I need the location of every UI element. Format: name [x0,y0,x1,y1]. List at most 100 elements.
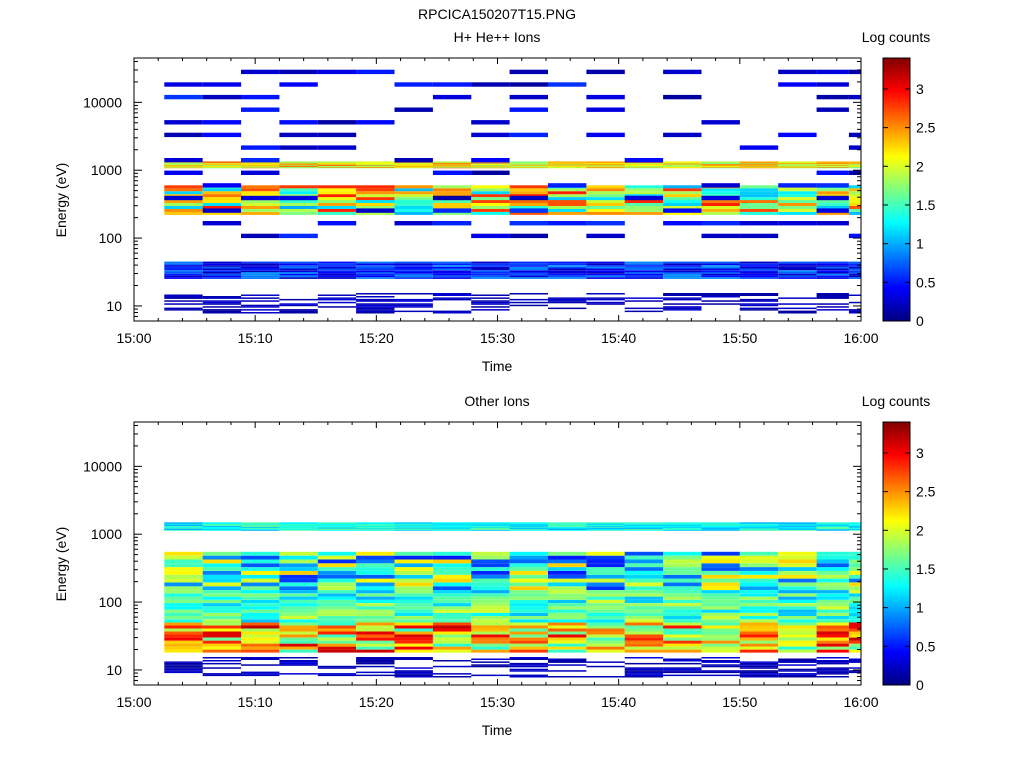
heatmap-cell [816,275,849,278]
heatmap-cell [241,203,280,206]
heatmap-cell [739,522,779,524]
heatmap-cell [624,668,664,671]
heatmap-cell [663,275,702,278]
heatmap-cell [164,303,203,305]
heatmap-cell [241,263,280,265]
heatmap-cell [739,161,779,163]
heatmap-cell [164,567,203,571]
heatmap-cell [816,529,849,531]
heatmap-cell [241,191,280,195]
heatmap-cell [586,649,625,653]
heatmap-cell [394,643,433,647]
heatmap-cell [509,596,548,600]
heatmap-cell [663,522,702,524]
heatmap-cell [241,297,280,299]
heatmap-cell [202,603,242,607]
heatmap-cell [432,170,472,175]
heatmap-cell [739,671,779,674]
heatmap-cell [586,596,625,600]
heatmap-cell [241,671,280,674]
heatmap-cell [816,657,849,659]
heatmap-cell [356,524,395,527]
heatmap-cell [624,528,664,530]
heatmap-cell [509,194,548,198]
heatmap-cell [279,609,318,613]
heatmap-cell [586,200,625,203]
heatmap-cell [816,524,849,527]
heatmap-cell [509,665,548,668]
heatmap-cell [317,646,357,650]
heatmap-cell [548,599,587,603]
heatmap-cell [586,270,625,272]
heatmap-cell [279,132,318,138]
heatmap-cell [317,571,357,575]
heatmap-cell [816,523,849,526]
heatmap-cell [164,643,203,647]
heatmap-cell [509,571,548,575]
heatmap-cell [848,273,861,276]
heatmap-cell [586,221,625,226]
heatmap-cell [816,69,849,75]
heatmap-cell [778,631,817,635]
heatmap-cell [356,593,395,597]
heatmap-cell [663,643,702,647]
heatmap-cell [164,185,203,189]
heatmap-cell [432,574,472,579]
heatmap-cell [624,261,664,264]
heatmap-cell [471,590,510,594]
heatmap-cell [701,625,740,629]
heatmap-cell [432,582,472,587]
heatmap-cell [848,609,861,613]
heatmap-cell [471,301,510,304]
heatmap-cell [356,634,395,638]
heatmap-cell [778,582,817,587]
heatmap-cell [778,612,817,616]
heatmap-cell [471,596,510,600]
heatmap-cell [241,170,280,175]
heatmap-cell [816,272,849,274]
heatmap-cell [241,211,280,215]
heatmap-cell [816,555,849,560]
heatmap-cell [432,606,472,610]
heatmap-cell [548,571,587,575]
heatmap-cell [548,298,587,301]
heatmap-cell [548,555,587,560]
heatmap-cell [471,625,510,629]
heatmap-cell [701,574,740,579]
heatmap-cell [663,563,702,568]
heatmap-cell [394,622,433,626]
heatmap-cell [586,203,625,206]
heatmap-cell [317,132,357,138]
heatmap-cell [816,191,849,195]
heatmap-cell [586,185,625,189]
heatmap-cell [164,275,203,278]
heatmap-cell [394,625,433,629]
heatmap-cell [816,559,849,564]
heatmap-cell [202,634,242,638]
heatmap-cell [778,529,817,531]
heatmap-cell [548,578,587,583]
x-tick-label: 16:00 [843,330,878,346]
heatmap-cell [663,208,702,213]
heatmap-cell [624,211,664,215]
heatmap-cell [471,185,510,189]
heatmap-cell [663,578,702,583]
heatmap-cell [432,293,472,295]
heatmap-cell [548,523,587,526]
heatmap-cell [816,206,849,209]
heatmap-cell [279,528,318,530]
heatmap-cell [509,107,548,112]
heatmap-cell [394,191,433,195]
heatmap-cell [432,185,472,189]
heatmap-cell [509,69,548,75]
heatmap-cell [509,524,548,527]
colorbar-tick-label: 2 [916,158,924,174]
heatmap-cell [548,649,587,653]
heatmap-cell [202,640,242,644]
heatmap-cell [317,616,357,620]
heatmap-cell [816,628,849,632]
heatmap-cell [848,277,861,279]
heatmap-cell [164,631,203,635]
heatmap-cell [202,528,242,530]
heatmap-cell [164,634,203,638]
